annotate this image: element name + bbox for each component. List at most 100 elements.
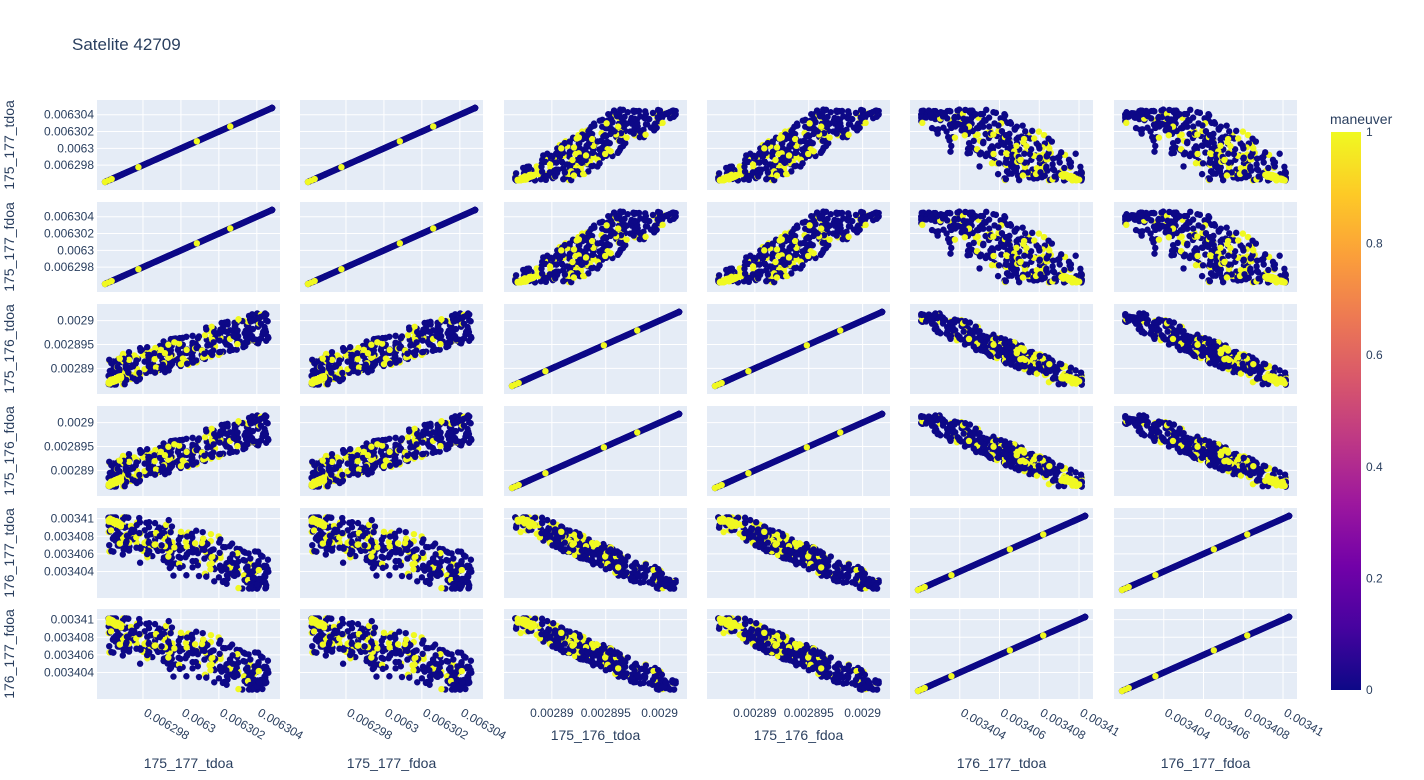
scatter-point [662,110,670,117]
scatter-point [764,271,772,278]
scatter-point [834,115,841,122]
scatter-point [919,119,926,127]
scatter-point [977,212,984,220]
scatter-point [566,240,573,247]
scatter-point [1223,274,1231,281]
scatter-point [217,326,224,333]
scatter-point [804,252,812,260]
scatter-point [1020,240,1027,248]
scatter-point [1199,160,1207,167]
scatter-point [1253,165,1261,173]
scatter-point [659,221,666,229]
scatter-point [590,122,597,129]
scatter-point [1196,109,1204,117]
scatter-point [1239,230,1247,237]
scatter-point [839,127,846,135]
scatter-point [826,134,833,141]
scatter-point [596,219,604,226]
scatter-point [1158,107,1165,114]
scatter-point [747,150,754,157]
scatter-point [602,125,609,132]
scatter-point [630,130,637,137]
scatter-point [1051,275,1058,282]
scatter-point [1185,116,1192,124]
scatter-point [983,106,990,114]
scatter-point [1065,258,1073,266]
scatter-point [642,223,650,230]
scatter-point [623,134,630,141]
scatter-point [961,227,969,234]
scatter-point [234,327,241,334]
scatter-point [235,316,242,323]
scatter-point [1036,256,1043,263]
scatter-point [1276,150,1283,157]
scatter-point [621,113,628,121]
scatter-point [566,138,573,145]
scatter-point [223,318,231,326]
scatter-point [216,348,223,356]
scatter-point [596,262,603,269]
scatter-point [728,267,735,275]
scatter-point [594,240,601,247]
scatter-point [1181,110,1188,118]
scatter-point [1265,266,1272,274]
scatter-point [642,121,650,128]
scatter-point [1065,156,1073,164]
scatter-point [1180,122,1187,129]
scatter-point [521,278,529,285]
scatter-point [1165,234,1172,241]
scatter-point [980,240,987,247]
scatter-point [749,263,757,270]
scatter-point [1194,252,1201,260]
scatter-point [735,273,742,281]
scatter-point [1005,272,1013,279]
scatter-point [616,239,623,247]
scatter-point [1233,127,1240,135]
scatter-point [1029,127,1036,135]
scatter-point [793,122,800,129]
panel-175_177_tdoa-vs-175_177_fdoa [300,100,483,190]
scatter-point [1214,164,1221,172]
scatter-point [824,223,832,231]
panel-175_177_fdoa-vs-175_176_tdoa [504,202,687,292]
scatter-point [962,208,969,216]
scatter-point [1248,269,1255,276]
scatter-point [833,107,840,114]
scatter-point [1019,122,1026,129]
scatter-point [659,119,666,127]
scatter-point [965,139,973,147]
scatter-point [809,139,816,147]
scatter-point [951,134,959,141]
scatter-point [804,150,812,158]
scatter-point [596,160,603,167]
scatter-point [1151,121,1159,129]
scatter-point [1265,164,1272,172]
scatter-point [934,232,941,239]
scatter-point [603,120,610,127]
scatter-point [106,356,113,363]
scatter-point [1046,145,1053,152]
scatter-point [1187,208,1194,216]
scatter-point [589,251,596,259]
scatter-point [616,109,623,117]
scatter-point [1030,135,1038,142]
scatter-point [594,138,601,145]
scatter-point [244,328,251,335]
scatter-point [1223,122,1230,129]
scatter-point [1148,235,1156,243]
scatter-point [1240,256,1247,263]
scatter-point [606,139,613,147]
scatter-point [947,148,954,155]
scatter-point [983,208,990,216]
scatter-point [1198,272,1206,280]
scatter-point [725,176,733,183]
scatter-point [223,341,230,348]
scatter-point [630,232,637,239]
scatter-point [824,121,832,129]
scatter-point [820,247,827,255]
scatter-point [1049,267,1057,275]
scatter-point [1254,155,1261,162]
scatter-point [1151,148,1158,155]
scatter-point [785,152,793,159]
